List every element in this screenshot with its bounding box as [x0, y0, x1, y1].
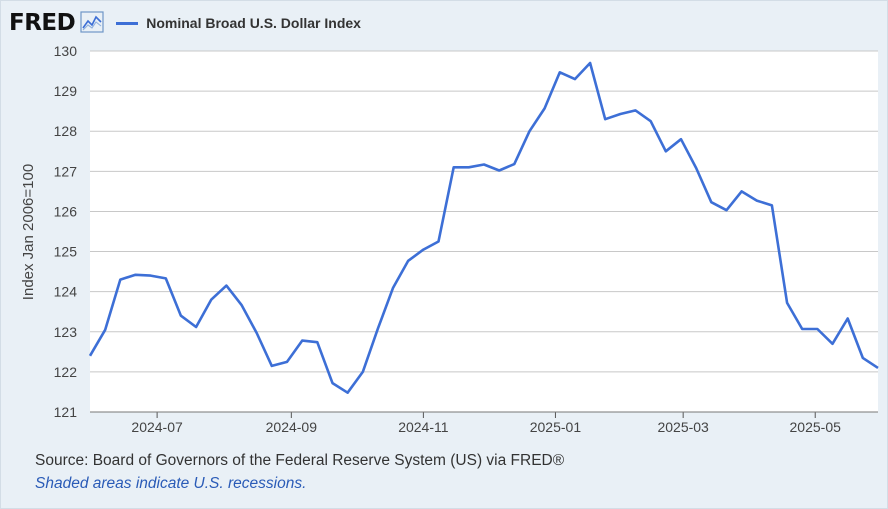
- y-tick-label: 125: [54, 244, 78, 260]
- y-tick-label: 122: [54, 364, 78, 380]
- chart-header: FRED Nominal Broad U.S. Dollar Index: [9, 9, 361, 37]
- plot-area: [90, 51, 878, 412]
- y-tick-label: 126: [54, 203, 78, 219]
- series-line: [88, 61, 879, 395]
- x-tick-label: 2025-03: [657, 419, 709, 435]
- y-tick-label: 121: [54, 404, 78, 420]
- recession-note: Shaded areas indicate U.S. recessions.: [35, 475, 307, 492]
- chart-legend: Nominal Broad U.S. Dollar Index: [116, 15, 361, 31]
- y-tick-label: 123: [54, 324, 78, 340]
- y-tick-label: 127: [54, 163, 78, 179]
- fred-logo[interactable]: FRED: [9, 10, 76, 36]
- y-tick-label: 129: [54, 83, 78, 99]
- y-tick-label: 130: [54, 43, 78, 59]
- series-group: [88, 61, 879, 395]
- chart-line-icon: [80, 11, 104, 33]
- y-axis-label: Index Jan 2006=100: [20, 164, 37, 300]
- source-note: Source: Board of Governors of the Federa…: [35, 452, 565, 469]
- legend-label: Nominal Broad U.S. Dollar Index: [146, 15, 361, 31]
- x-tick-label: 2024-11: [398, 419, 449, 435]
- y-tick-label: 128: [54, 123, 78, 139]
- x-tick-label: 2025-05: [790, 419, 842, 435]
- x-tick-label: 2024-07: [131, 419, 183, 435]
- y-axis-ticks: 121 122 123 124 125 126 127 128 129 130: [54, 43, 78, 420]
- x-axis-ticks: 2024-07 2024-09 2024-11 2025-01 2025-03 2025-…: [90, 411, 878, 435]
- y-tick-label: 124: [54, 284, 78, 300]
- x-tick-label: 2024-09: [266, 419, 318, 435]
- x-tick-label: 2025-01: [530, 419, 582, 435]
- gridlines: [90, 50, 878, 413]
- legend-swatch: [116, 21, 139, 25]
